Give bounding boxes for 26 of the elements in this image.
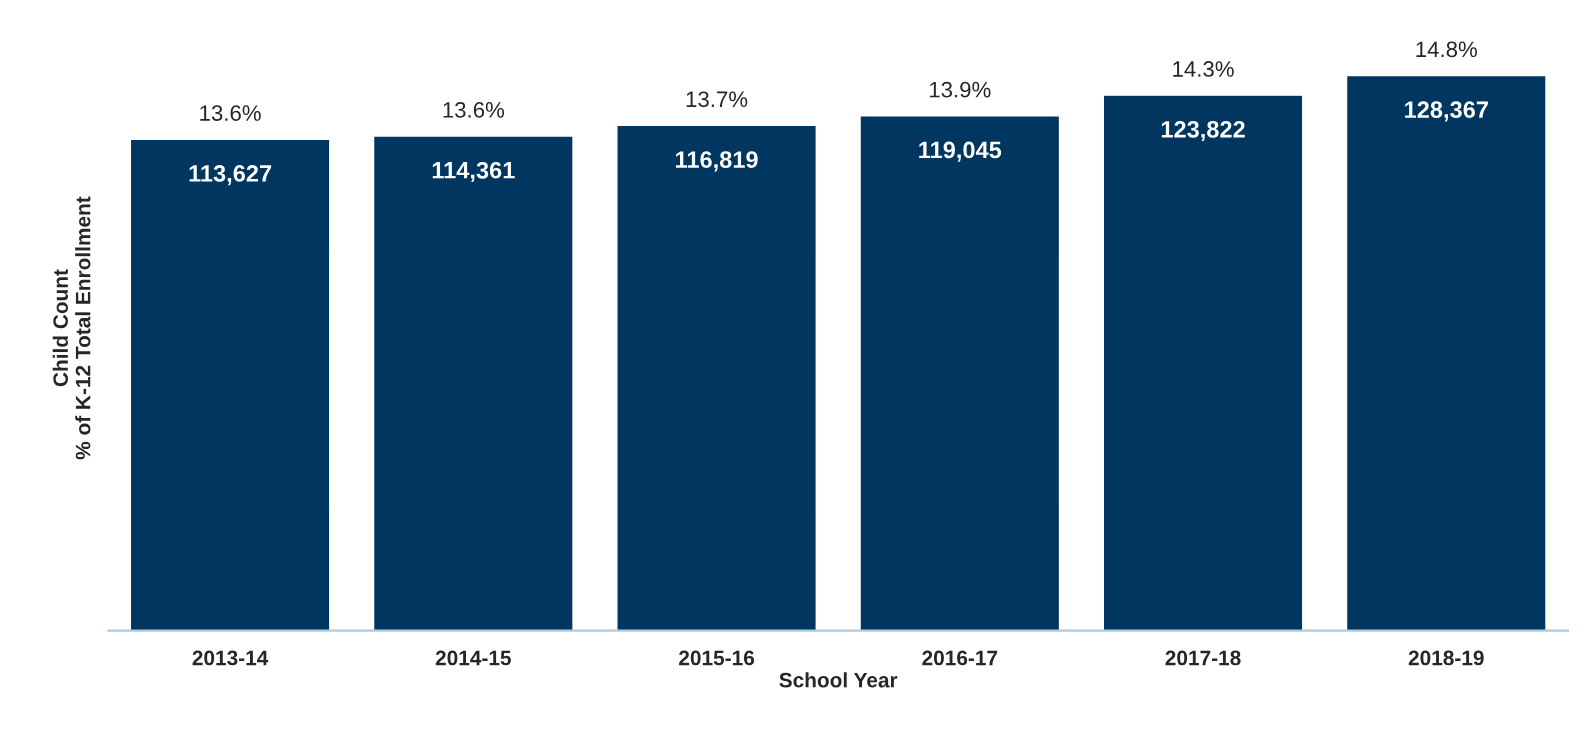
data-label: 119,045 <box>919 141 1002 162</box>
y-axis-title: Child Count % of K-12 Total Enrollment <box>52 196 91 460</box>
x-tick-label: 2013-14 <box>192 650 269 666</box>
x-tick-label: 2015-16 <box>679 650 755 666</box>
annotation: 13.6% <box>200 105 261 121</box>
data-label: 123,822 <box>1161 120 1245 142</box>
annotation: 13.9% <box>929 81 991 98</box>
data-label: 128,367 <box>1405 101 1488 122</box>
x-tick-label: 2018-19 <box>1408 650 1484 666</box>
x-axis-title: School Year <box>779 672 898 688</box>
x-tick-label: 2016-17 <box>922 650 998 666</box>
bar <box>129 138 331 631</box>
bar <box>1345 74 1547 631</box>
bar <box>859 115 1061 631</box>
data-label: 113,627 <box>189 165 272 186</box>
annotation: 13.7% <box>686 91 748 108</box>
annotation: 14.3% <box>1173 61 1234 77</box>
data-label: 114,361 <box>432 161 515 183</box>
bar <box>1102 94 1304 631</box>
bar <box>616 124 817 631</box>
x-tick-label: 2017-18 <box>1165 650 1241 666</box>
annotation: 13.6% <box>443 102 505 118</box>
data-label: 116,819 <box>676 151 758 172</box>
annotation: 14.8% <box>1416 41 1477 58</box>
x-tick-label: 2014-15 <box>435 650 511 666</box>
bar <box>372 135 574 631</box>
